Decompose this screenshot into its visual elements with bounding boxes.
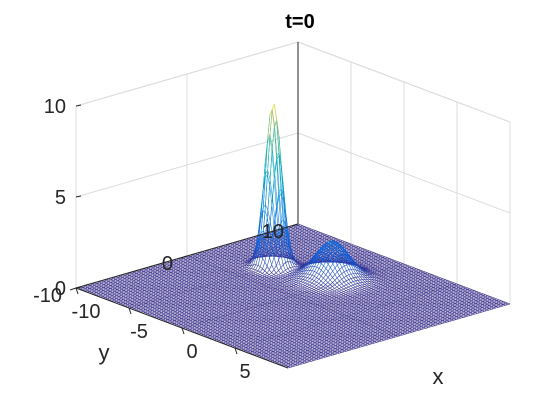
grid-line-z-left [75, 41, 299, 107]
surface-mesh [75, 103, 511, 369]
grid-line-z-back [297, 132, 511, 214]
grid-line-z-left [75, 132, 299, 198]
grid-line-z-back [297, 41, 511, 123]
